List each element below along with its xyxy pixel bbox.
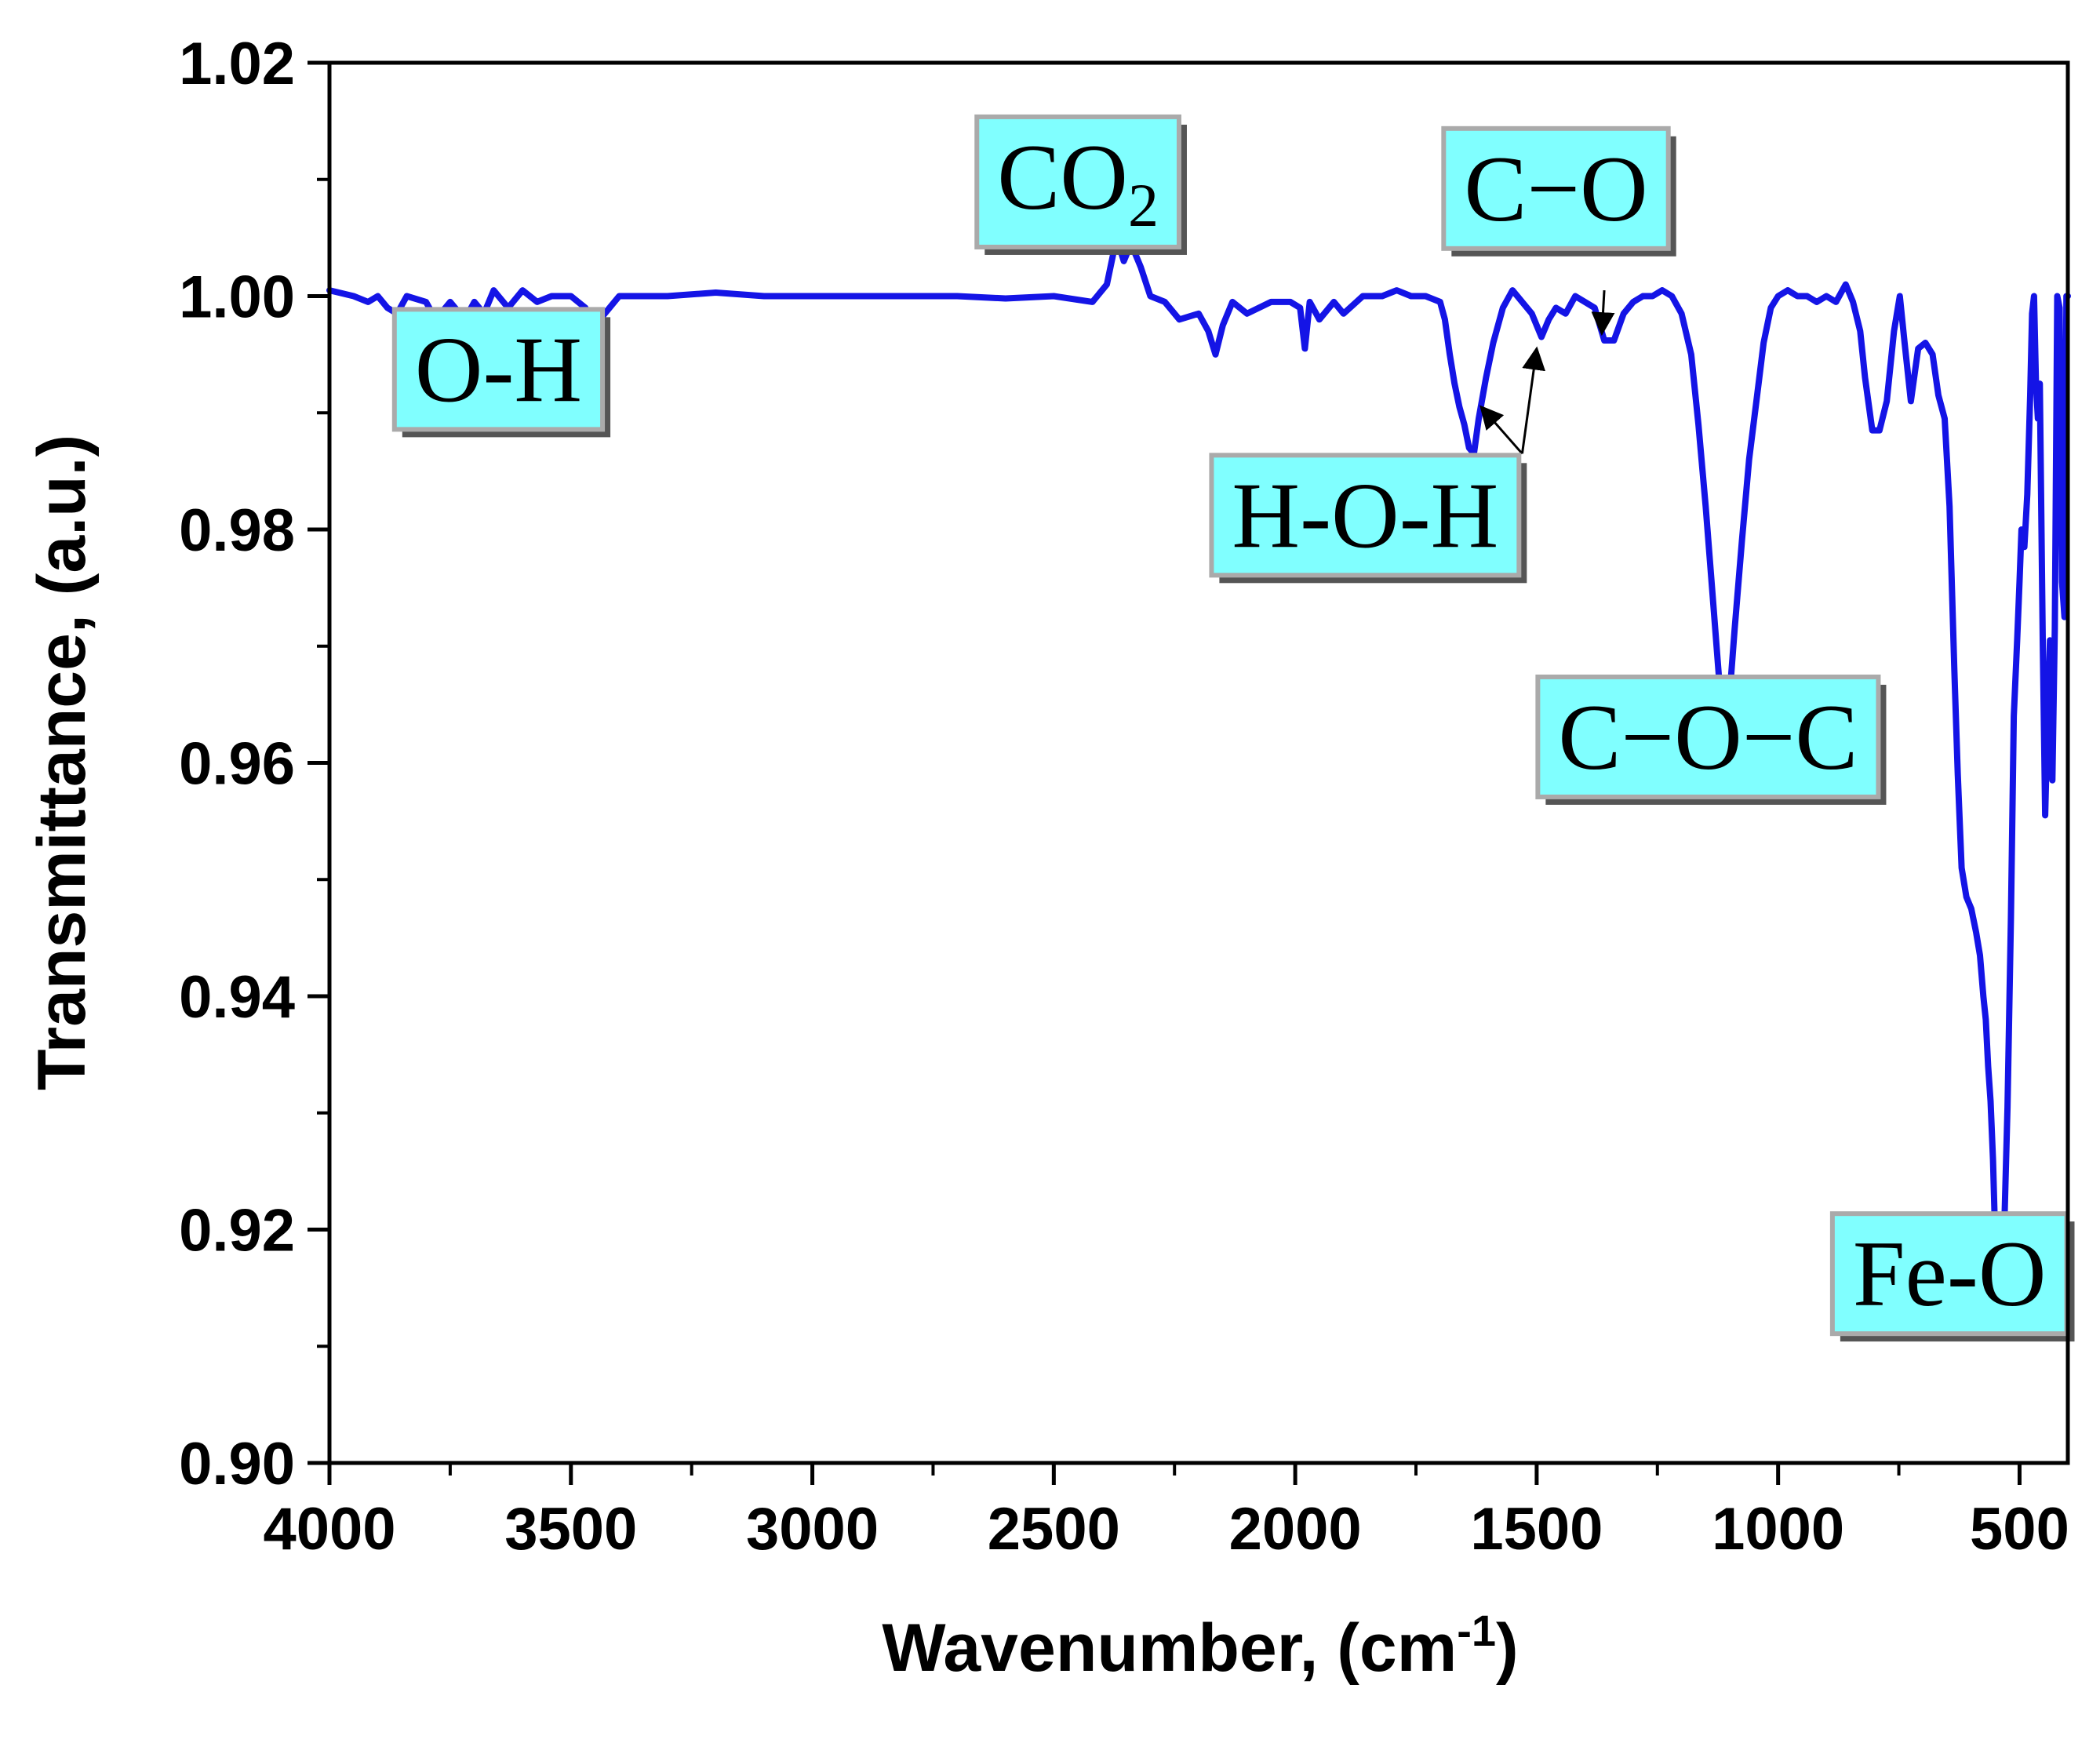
plot-frame	[327, 60, 2070, 1465]
y-tick-label: 0.98	[179, 497, 295, 564]
label-box	[974, 114, 1181, 249]
x-tick-label: 1000	[1712, 1496, 1844, 1563]
annotation-arrow	[1520, 346, 1546, 454]
peak-annotation: C−O	[1441, 126, 1676, 257]
y-tick-label: 1.02	[179, 31, 295, 97]
x-tick-labels: 4000 3500 3000 2500 2000 1500 1000 500	[263, 1496, 2069, 1563]
x-tick-label: 3000	[746, 1496, 879, 1563]
annotation-arrow	[1479, 405, 1523, 455]
y-tick-label: 1.00	[179, 264, 295, 331]
y-axis-title: Transmittance, (a.u.)	[24, 435, 100, 1090]
y-tick-label: 0.90	[179, 1431, 295, 1497]
peak-label: CO2	[997, 125, 1159, 239]
label-box	[1829, 1211, 2069, 1337]
y-tick-labels: 0.90 0.92 0.94 0.96 0.98 1.00 1.02	[179, 31, 295, 1497]
peak-annotation: C−O−C	[1535, 674, 1887, 805]
x-axis-title: Wavenumber, (cm-1)	[882, 1606, 1518, 1686]
x-tick-label: 4000	[263, 1496, 395, 1563]
x-tick-label: 2000	[1229, 1496, 1362, 1563]
label-box	[1441, 126, 1671, 251]
label-box	[1535, 674, 1881, 799]
peak-annotation: CO2	[974, 114, 1187, 255]
x-tick-label: 1500	[1470, 1496, 1603, 1563]
x-tick-label: 3500	[504, 1496, 637, 1563]
label-box	[1209, 453, 1522, 578]
peak-label: Fe-O	[1853, 1221, 2047, 1326]
peak-label: C−O−C	[1558, 685, 1858, 789]
x-tick-label: 2500	[988, 1496, 1120, 1563]
peak-annotation: H-O-H	[1209, 453, 1527, 584]
y-tick-label: 0.94	[179, 964, 295, 1031]
annotation-arrow	[1591, 289, 1615, 337]
peak-label: C−O	[1464, 136, 1647, 241]
peak-label: H-O-H	[1232, 463, 1498, 567]
peak-annotation: Fe-O	[1829, 1211, 2075, 1342]
y-tick-label: 0.92	[179, 1198, 295, 1264]
x-tick-label: 500	[1970, 1496, 2069, 1563]
axis-ticks	[308, 60, 2022, 1485]
y-tick-label: 0.96	[179, 731, 295, 798]
label-box	[391, 307, 606, 432]
peak-annotation: O-H	[391, 307, 611, 438]
peak-label: O-H	[415, 317, 582, 421]
annotation-layer: O-H CO2 C−O H-O-H C−O−C Fe-O	[391, 114, 2075, 1342]
